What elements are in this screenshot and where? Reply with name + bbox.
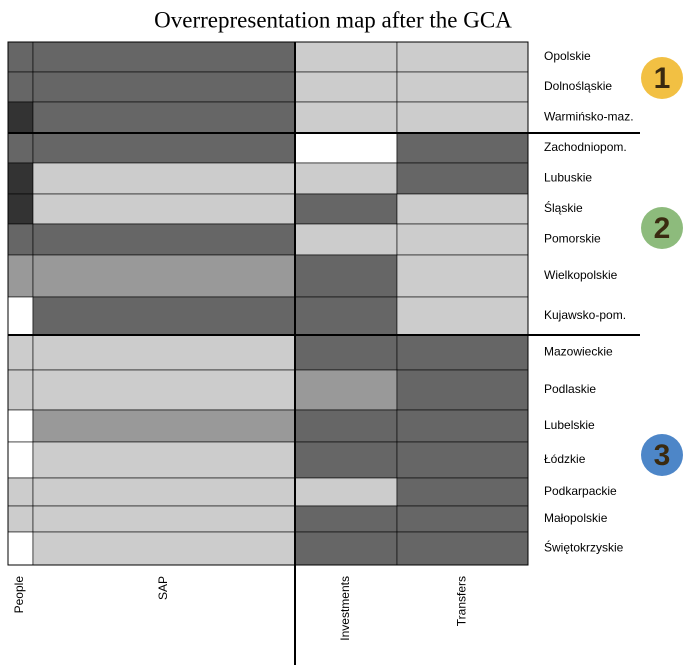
cell <box>396 505 529 533</box>
cell <box>294 71 398 103</box>
cell <box>294 505 398 533</box>
row-label: Warmińsko-maz. <box>544 110 634 124</box>
row-label: Zachodniopom. <box>544 140 627 154</box>
row-label: Pomorskie <box>544 232 601 246</box>
cell <box>396 41 529 73</box>
group-badge <box>641 434 683 476</box>
cell <box>32 531 296 566</box>
cell <box>7 132 34 164</box>
cell <box>7 409 34 443</box>
cell <box>294 441 398 479</box>
cell <box>7 334 34 371</box>
cell <box>7 477 34 507</box>
cell <box>7 162 34 195</box>
cell <box>396 409 529 443</box>
row-label: Dolnośląskie <box>544 79 612 93</box>
cell <box>32 334 296 371</box>
row-label: Kujawsko-pom. <box>544 308 626 322</box>
cell <box>396 223 529 256</box>
cell <box>7 71 34 103</box>
group-number: 3 <box>654 439 671 472</box>
cell <box>396 71 529 103</box>
cell <box>396 101 529 134</box>
cell <box>294 369 398 411</box>
cell <box>32 441 296 479</box>
row-label: Łódzkie <box>544 452 586 466</box>
cell <box>32 132 296 164</box>
cell <box>294 531 398 566</box>
title: Overrepresentation map after the GCA <box>154 7 512 32</box>
grid-border <box>7 41 529 566</box>
row-label: Mazowieckie <box>544 345 613 359</box>
cell <box>294 193 398 225</box>
group-badge <box>641 207 683 249</box>
cell <box>294 254 398 298</box>
cell <box>32 505 296 533</box>
cell <box>7 101 34 134</box>
cell <box>396 254 529 298</box>
row-label: Podlaskie <box>544 382 596 396</box>
cell <box>7 41 34 73</box>
cell <box>396 193 529 225</box>
cell <box>294 296 398 336</box>
cell <box>396 369 529 411</box>
cell <box>294 334 398 371</box>
group-number: 1 <box>654 62 671 95</box>
cell <box>294 162 398 195</box>
row-label: Śląskie <box>544 200 583 215</box>
group-number: 2 <box>654 212 671 245</box>
cell <box>396 531 529 566</box>
row-label: Lubuskie <box>544 171 592 185</box>
row-label: Świętokrzyskie <box>544 540 624 555</box>
cell <box>32 409 296 443</box>
cell <box>396 162 529 195</box>
cell <box>7 531 34 566</box>
column-label: SAP <box>156 576 170 600</box>
cell <box>32 101 296 134</box>
cell <box>32 41 296 73</box>
cell <box>294 223 398 256</box>
column-label: People <box>12 576 26 614</box>
cell <box>32 162 296 195</box>
cell <box>7 223 34 256</box>
cell <box>7 441 34 479</box>
row-label: Wielkopolskie <box>544 268 618 282</box>
cell <box>294 41 398 73</box>
cell <box>32 477 296 507</box>
cell <box>396 296 529 336</box>
cell <box>294 477 398 507</box>
cell <box>32 254 296 298</box>
cell <box>396 132 529 164</box>
cell <box>32 296 296 336</box>
cell <box>396 477 529 507</box>
cell <box>7 505 34 533</box>
cell <box>7 193 34 225</box>
cell <box>32 193 296 225</box>
cell <box>7 296 34 336</box>
cell <box>294 101 398 134</box>
row-label: Opolskie <box>544 49 591 63</box>
cell <box>396 441 529 479</box>
cell <box>294 409 398 443</box>
cell <box>32 71 296 103</box>
cell <box>294 132 398 164</box>
cell <box>32 223 296 256</box>
column-label: Transfers <box>455 576 469 626</box>
column-label: Investments <box>338 576 352 641</box>
row-label: Małopolskie <box>544 511 608 525</box>
row-label: Podkarpackie <box>544 484 617 498</box>
cell <box>7 254 34 298</box>
cell <box>32 369 296 411</box>
row-label: Lubelskie <box>544 418 595 432</box>
cell <box>396 334 529 371</box>
group-badge <box>641 57 683 99</box>
cell <box>7 369 34 411</box>
